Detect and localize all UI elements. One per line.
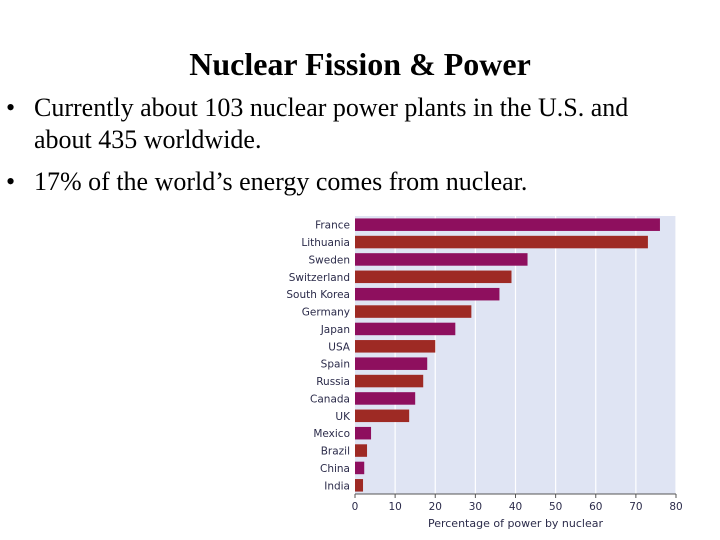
category-label: Sweden bbox=[309, 254, 351, 266]
bar-uk bbox=[355, 409, 410, 423]
category-label: Canada bbox=[310, 393, 350, 405]
bar-china bbox=[355, 461, 365, 475]
bar-sweden bbox=[355, 253, 528, 266]
category-label: China bbox=[320, 463, 350, 475]
bullet-text: Currently about 103 nuclear power plants… bbox=[34, 93, 629, 154]
bar-lithuania bbox=[355, 235, 648, 249]
category-label: Switzerland bbox=[289, 272, 350, 284]
category-label: South Korea bbox=[286, 289, 350, 301]
bullet-icon: • bbox=[6, 93, 16, 122]
x-tick-label: 20 bbox=[429, 501, 442, 513]
bullet-item: • Currently about 103 nuclear power plant… bbox=[0, 92, 684, 156]
x-tick-label: 10 bbox=[388, 501, 401, 513]
bar-spain bbox=[355, 357, 428, 370]
bullet-item: • 17% of the world’s energy comes from nu… bbox=[0, 166, 684, 198]
bullet-text: 17% of the world’s energy comes from nuc… bbox=[34, 167, 528, 196]
slide-title: Nuclear Fission & Power bbox=[189, 46, 531, 82]
bar-brazil bbox=[355, 444, 368, 457]
x-tick-label: 0 bbox=[352, 501, 359, 513]
category-label: Lithuania bbox=[301, 237, 350, 249]
bar-south-korea bbox=[355, 287, 500, 301]
x-tick-label: 60 bbox=[589, 501, 602, 513]
category-label: Germany bbox=[302, 307, 350, 319]
x-tick-label: 70 bbox=[629, 501, 642, 513]
category-label: Mexico bbox=[313, 428, 350, 440]
x-axis-label: Percentage of power by nuclear bbox=[428, 517, 604, 530]
bar-usa bbox=[355, 340, 436, 353]
x-tick-label: 30 bbox=[469, 501, 482, 513]
category-label: UK bbox=[335, 411, 351, 423]
x-tick-label: 50 bbox=[549, 501, 562, 513]
category-label: France bbox=[315, 220, 350, 232]
category-label: Japan bbox=[320, 324, 350, 336]
category-label: Brazil bbox=[321, 446, 350, 458]
bar-mexico bbox=[355, 426, 372, 440]
bar-germany bbox=[355, 305, 472, 318]
category-label: USA bbox=[328, 341, 351, 353]
category-label: Russia bbox=[316, 376, 350, 388]
x-tick-label: 80 bbox=[669, 501, 682, 513]
bar-japan bbox=[355, 322, 456, 336]
bullet-icon: • bbox=[6, 167, 16, 196]
bar-canada bbox=[355, 392, 416, 405]
category-label: Spain bbox=[321, 359, 350, 371]
x-tick-label: 40 bbox=[509, 501, 522, 513]
nuclear-power-bar-chart: France Lithuania Sweden Switzerland South Ko… bbox=[286, 216, 683, 530]
category-label: India bbox=[324, 480, 350, 492]
bar-india bbox=[355, 479, 364, 492]
bullet-list: • Currently about 103 nuclear power plant… bbox=[0, 92, 720, 208]
bar-france bbox=[355, 218, 660, 231]
bar-russia bbox=[355, 374, 424, 388]
bar-switzerland bbox=[355, 270, 512, 284]
